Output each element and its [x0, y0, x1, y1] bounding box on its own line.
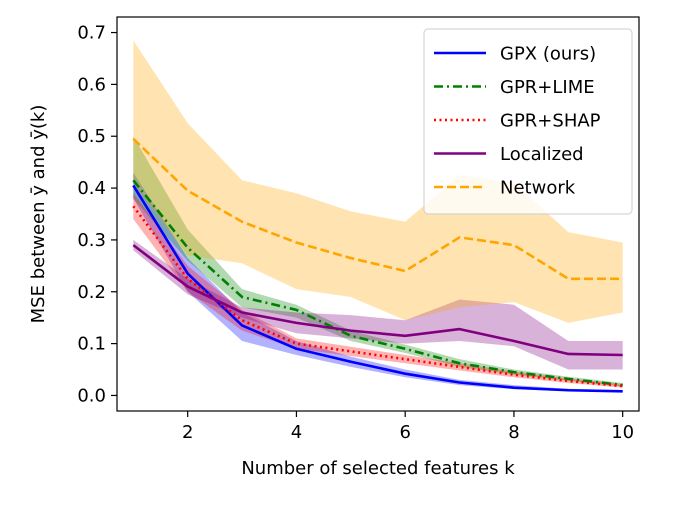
- y-tick-label: 0.6: [77, 74, 106, 95]
- band-0: [133, 172, 623, 393]
- y-tick-label: 0.5: [77, 126, 106, 147]
- y-tick-label: 0.1: [77, 334, 106, 355]
- y-axis-label: MSE between ȳ and ȳ(k): [28, 105, 49, 324]
- x-axis-label: Number of selected features k: [241, 458, 515, 479]
- x-tick-label: 8: [508, 422, 519, 443]
- x-tick-label: 4: [291, 422, 302, 443]
- series-lines: [132, 137, 623, 393]
- legend-box: [423, 28, 633, 215]
- y-tick-label: 0.4: [77, 178, 106, 199]
- series-line-3: [132, 244, 623, 357]
- series-line-1: [132, 179, 623, 387]
- y-tick-label: 0.2: [77, 282, 106, 303]
- legend-label: GPX (ours): [500, 44, 596, 65]
- band-4: [133, 40, 623, 323]
- legend-label: GPR+SHAP: [500, 111, 601, 132]
- legend-label: Localized: [500, 144, 584, 165]
- y-tick-label: 0.7: [77, 23, 106, 44]
- plot-frame: [116, 16, 640, 412]
- legend: GPX (ours) GPR+LIME GPR+SHAP Localized Netwo…: [423, 28, 633, 215]
- x-tick-label: 10: [611, 422, 634, 443]
- x-tick-label: 2: [182, 422, 193, 443]
- series-line-4: [132, 137, 623, 281]
- y-tick-label: 0.0: [77, 385, 106, 406]
- x-axis: 2 4 6 8 10: [182, 411, 634, 443]
- legend-label: Network: [500, 178, 576, 199]
- legend-label: GPR+LIME: [500, 77, 595, 98]
- x-tick-label: 6: [399, 422, 410, 443]
- y-axis: 0.0 0.1 0.2 0.3 0.4 0.5 0.6 0.7: [77, 23, 117, 406]
- y-tick-label: 0.3: [77, 230, 106, 251]
